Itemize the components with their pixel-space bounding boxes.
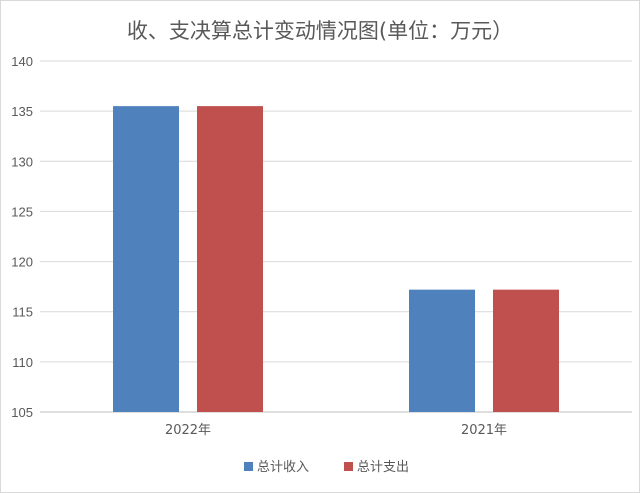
x-axis-labels: 2022年 2021年 [165,423,507,438]
y-tick-label: 115 [12,305,33,320]
bars [113,106,559,412]
bar-income-1 [113,106,179,412]
legend-swatch [344,462,353,471]
y-tick-label: 130 [11,154,33,169]
bar-income-2 [409,289,475,412]
x-tick-label: 2022年 [165,423,211,438]
legend-label: 总计收入 [257,460,309,475]
y-tick-label: 125 [11,204,33,219]
y-tick-label: 135 [11,104,33,119]
legend-label: 总计支出 [357,460,409,475]
legend: 总计收入 总计支出 [244,460,409,475]
legend-swatch [244,462,253,471]
x-tick-label: 2021年 [461,423,507,438]
bar-expense-2 [493,289,559,412]
chart-title: 收、支决算总计变动情况图(单位：万元） [127,19,513,43]
y-tick-label: 120 [11,255,33,270]
y-tick-label: 140 [11,54,33,69]
bar-expense-1 [197,106,263,412]
y-tick-label: 110 [12,355,33,370]
y-axis-ticks: 105 110 115 120 125 130 135 140 [11,54,33,420]
y-tick-label: 105 [11,405,33,420]
